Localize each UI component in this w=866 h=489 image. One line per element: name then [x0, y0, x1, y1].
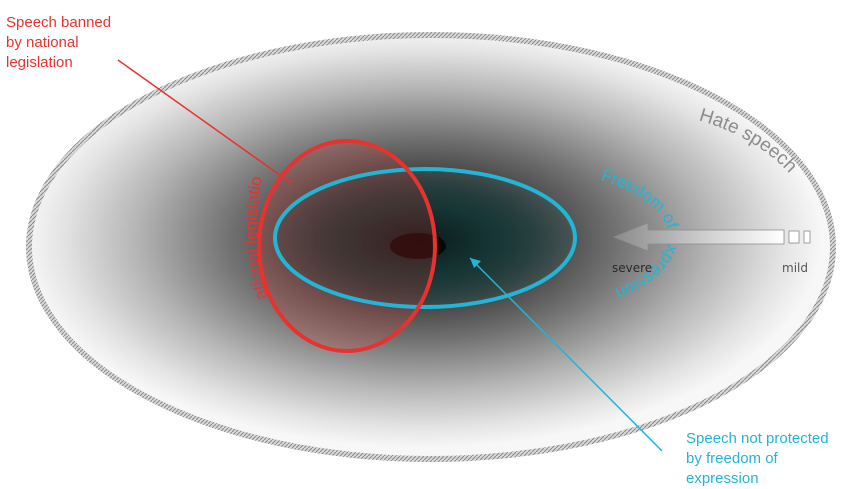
- mild-label: mild: [782, 261, 808, 275]
- freedom-of-expression-ellipse: [273, 167, 577, 309]
- severe-label: severe: [612, 261, 652, 275]
- blue-callout-arrowhead: [470, 258, 481, 268]
- arrow-tail-box-1: [788, 230, 800, 244]
- red-callout-line: [117, 59, 292, 184]
- speech-not-protected-callout: Speech not protected by freedom of expre…: [686, 430, 829, 487]
- core-dark-spot: [390, 233, 446, 259]
- national-legislation-fill: [259, 141, 435, 351]
- speech-banned-callout: Speech banned by national legislation: [6, 14, 112, 71]
- arrow-tail-box-2: [803, 230, 811, 244]
- blue-callout-line: [469, 257, 663, 452]
- severity-arrow: [612, 222, 811, 252]
- national-legislation-ellipse: [257, 139, 437, 353]
